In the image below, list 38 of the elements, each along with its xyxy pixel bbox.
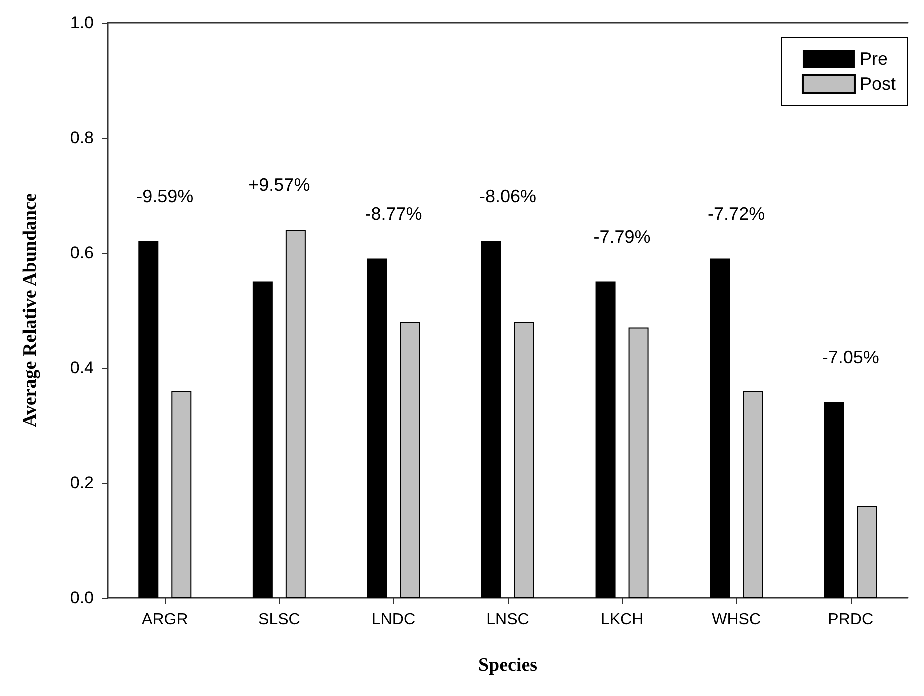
bar: [172, 391, 192, 598]
y-tick-label: 0.8: [70, 128, 94, 148]
bar: [596, 282, 616, 598]
bar: [514, 322, 534, 598]
annotation: +9.57%: [248, 175, 310, 195]
x-tick-label: LNDC: [372, 612, 416, 628]
annotation: -8.77%: [365, 204, 422, 224]
y-tick-label: 0.6: [70, 244, 94, 262]
y-tick-label: 0.2: [70, 474, 94, 492]
bar: [286, 230, 306, 598]
bar: [710, 258, 730, 598]
x-tick-label: WHSC: [712, 612, 762, 628]
bar: [857, 506, 878, 598]
annotation: -7.05%: [822, 348, 880, 368]
bar: [628, 328, 649, 598]
bar: [138, 242, 159, 598]
legend-label: Pre: [860, 49, 888, 69]
bar: [400, 322, 420, 598]
legend-label: Post: [860, 74, 896, 94]
y-tick-label: 0.0: [70, 588, 94, 608]
bar: [824, 402, 844, 598]
x-axis-title: Species: [478, 655, 538, 676]
x-tick-label: ARGR: [142, 612, 188, 628]
bar: [743, 391, 764, 598]
y-tick-label: 0.4: [70, 358, 94, 378]
annotation: -8.06%: [479, 186, 537, 206]
x-tick-label: LKCH: [600, 612, 644, 628]
annotation: -9.59%: [136, 186, 194, 206]
x-tick-label: LNSC: [486, 612, 530, 628]
annotation: -7.79%: [594, 226, 651, 247]
y-tick-label: 1.0: [70, 14, 94, 32]
annotation: -7.72%: [708, 204, 766, 224]
x-tick-label: PRDC: [828, 612, 874, 628]
x-tick-label: SLSC: [258, 612, 300, 628]
y-axis-title: Average Relative Abundance: [20, 194, 41, 428]
bar: [482, 242, 502, 598]
bar: [367, 258, 388, 598]
bar: [252, 282, 273, 598]
